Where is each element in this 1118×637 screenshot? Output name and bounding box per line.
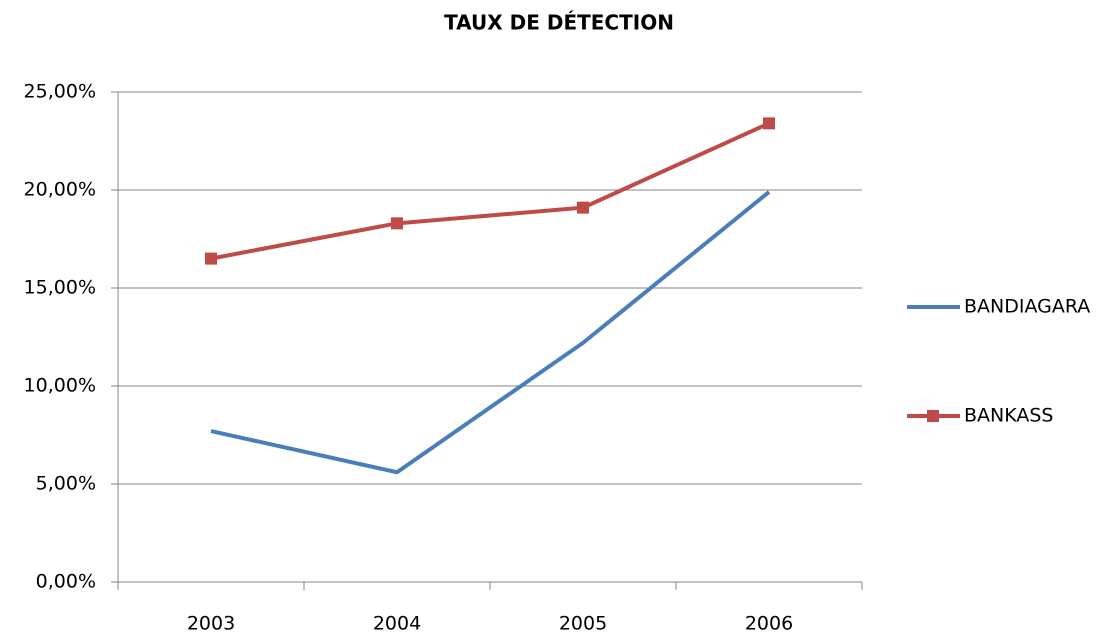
marker <box>391 217 403 230</box>
legend-label: BANDIAGARA <box>964 296 1090 318</box>
y-tick-label: 20,00% <box>24 179 96 201</box>
marker <box>205 252 217 265</box>
y-tick-label: 25,00% <box>24 81 96 103</box>
marker <box>577 201 589 214</box>
x-tick-label: 2006 <box>745 613 793 635</box>
marker <box>763 117 775 130</box>
x-tick-label: 2004 <box>373 613 421 635</box>
legend-marker <box>927 410 939 422</box>
legend-label: BANKASS <box>964 405 1054 427</box>
y-tick-label: 5,00% <box>36 473 96 495</box>
y-tick-label: 10,00% <box>24 375 96 397</box>
series-line <box>210 190 771 475</box>
x-tick-label: 2003 <box>187 613 235 635</box>
y-tick-label: 15,00% <box>24 277 96 299</box>
y-tick-label: 0,00% <box>36 571 96 593</box>
chart-title: TAUX DE DÉTECTION <box>444 11 674 35</box>
series-line <box>210 121 770 261</box>
x-tick-label: 2005 <box>559 613 607 635</box>
